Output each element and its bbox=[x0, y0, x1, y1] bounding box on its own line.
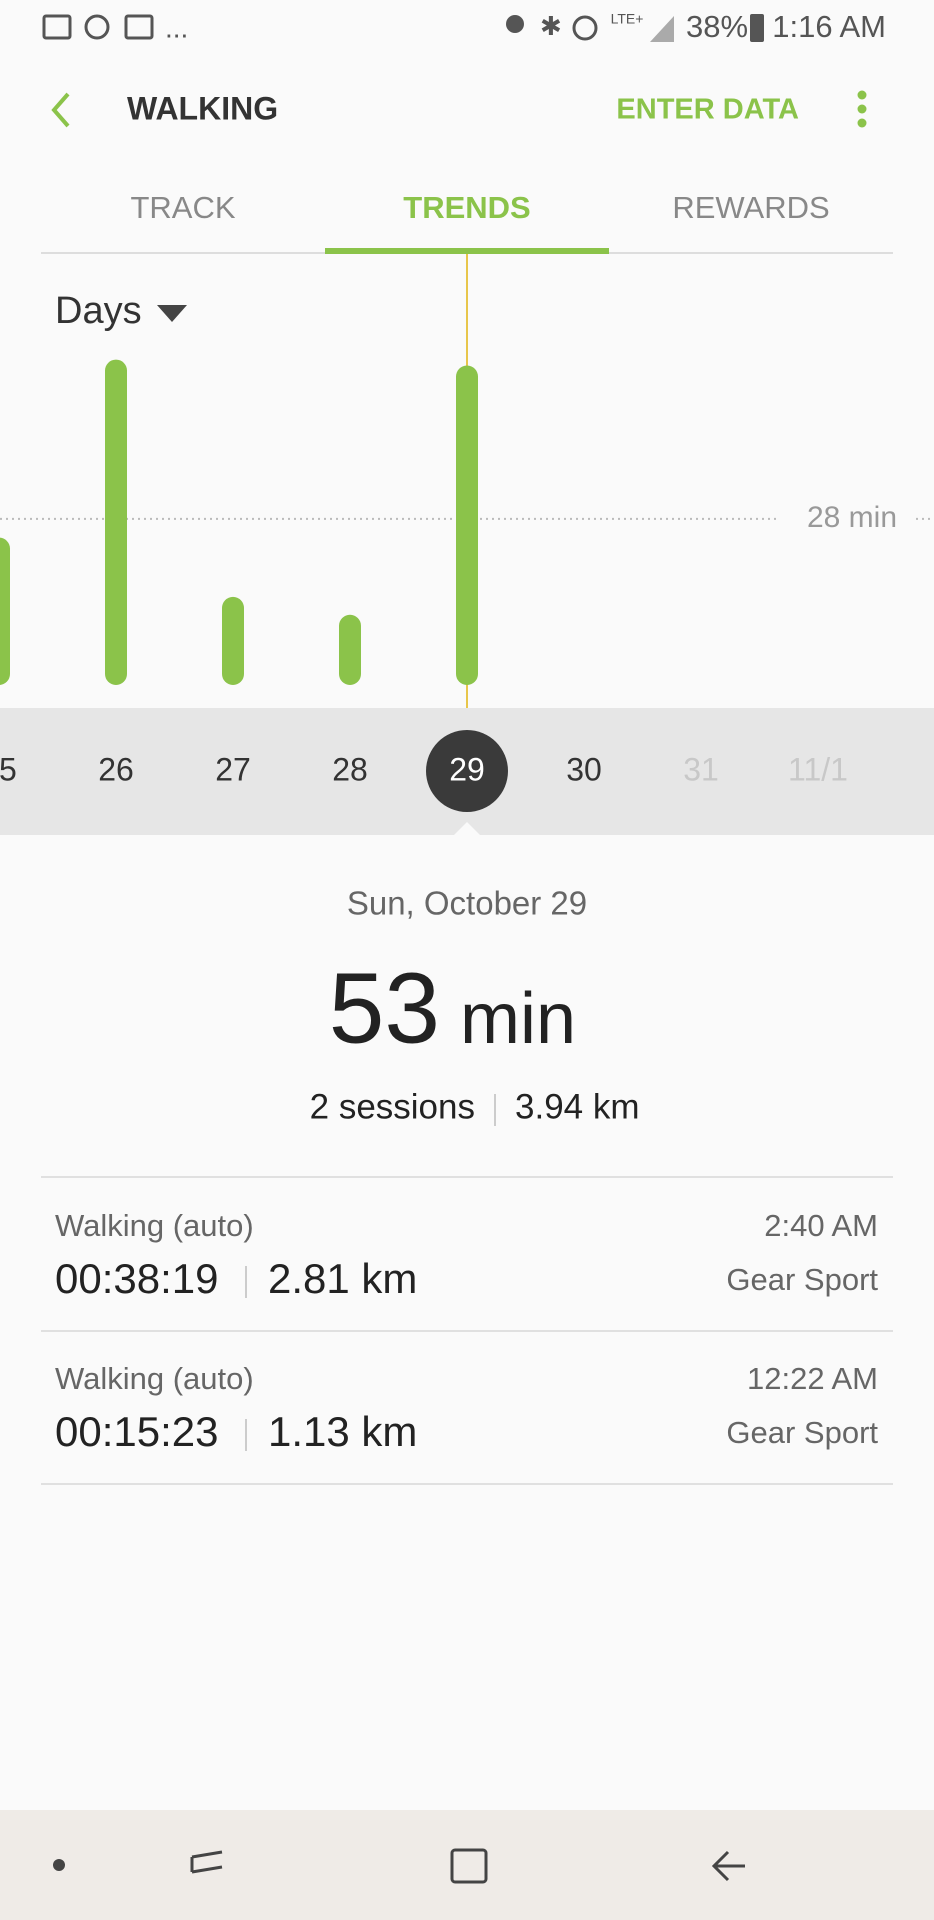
date-label[interactable]: 29 bbox=[449, 751, 485, 787]
clock: 1:16 AM bbox=[772, 9, 886, 44]
bar[interactable] bbox=[105, 359, 127, 685]
detail-date: Sun, October 29 bbox=[347, 885, 587, 922]
selected-date bbox=[426, 730, 508, 812]
app-icon bbox=[84, 14, 110, 40]
network-type: LTE+ bbox=[611, 11, 644, 27]
alarm-icon bbox=[572, 15, 598, 41]
record-time[interactable]: 2:40 AM bbox=[764, 1208, 878, 1243]
image-icon bbox=[124, 14, 154, 40]
selection-pointer bbox=[453, 822, 481, 836]
signal-icon bbox=[650, 16, 674, 42]
nav-dot[interactable] bbox=[53, 1859, 65, 1871]
enter-data-button[interactable]: ENTER DATA bbox=[616, 94, 799, 126]
date-label[interactable]: 25 bbox=[0, 751, 17, 787]
record-duration[interactable]: 00:15:23 bbox=[55, 1408, 219, 1455]
date-label[interactable]: 28 bbox=[332, 751, 368, 787]
detail-distance: 3.94 km bbox=[515, 1087, 640, 1126]
more-icon: ... bbox=[165, 12, 188, 43]
date-label[interactable]: 31 bbox=[683, 751, 719, 787]
tab[interactable]: REWARDS bbox=[672, 190, 829, 225]
more-options-button[interactable] bbox=[857, 90, 867, 128]
battery-icon bbox=[750, 14, 764, 42]
date-label[interactable]: 11/1 bbox=[788, 751, 848, 787]
record-duration[interactable]: 00:38:19 bbox=[55, 1255, 219, 1302]
bar[interactable] bbox=[456, 365, 478, 685]
record-distance[interactable]: 1.13 km bbox=[268, 1408, 417, 1455]
date-label[interactable]: 27 bbox=[215, 751, 251, 787]
reference-label: 28 min bbox=[807, 501, 897, 534]
dropdown-arrow[interactable] bbox=[157, 305, 187, 322]
bar[interactable] bbox=[0, 537, 10, 685]
back-button[interactable] bbox=[51, 92, 70, 128]
location-icon bbox=[506, 15, 524, 33]
navigation-bar bbox=[0, 1810, 934, 1920]
record-type[interactable]: Walking (auto) bbox=[55, 1208, 254, 1243]
bluetooth-icon: ✱ bbox=[540, 11, 562, 41]
record-distance[interactable]: 2.81 km bbox=[268, 1255, 417, 1302]
home-button[interactable] bbox=[450, 1848, 488, 1884]
detail-unit: min bbox=[460, 979, 576, 1059]
detail-sessions: 2 sessions bbox=[310, 1087, 475, 1126]
detail-duration: 53 bbox=[329, 952, 440, 1064]
tab-indicator bbox=[325, 248, 609, 254]
record-device[interactable]: Gear Sport bbox=[726, 1415, 878, 1450]
tab[interactable]: TRACK bbox=[130, 190, 235, 225]
date-label[interactable]: 30 bbox=[566, 751, 602, 787]
header-title: WALKING bbox=[127, 90, 278, 126]
tab[interactable]: TRENDS bbox=[403, 190, 530, 225]
battery-level: 38% bbox=[686, 9, 748, 44]
record-type[interactable]: Walking (auto) bbox=[55, 1361, 254, 1396]
date-label[interactable]: 26 bbox=[98, 751, 134, 787]
back-nav-button[interactable] bbox=[711, 1850, 745, 1882]
bar[interactable] bbox=[222, 596, 244, 685]
record-device[interactable]: Gear Sport bbox=[726, 1262, 878, 1297]
gallery-icon bbox=[42, 14, 72, 40]
period-selector[interactable]: Days bbox=[55, 290, 142, 332]
status-bar: ... ✱ LTE+ 38% 1:16 AM bbox=[42, 9, 886, 44]
recents-button[interactable] bbox=[190, 1850, 223, 1874]
record-time[interactable]: 12:22 AM bbox=[747, 1361, 878, 1396]
bar[interactable] bbox=[339, 614, 361, 685]
nav-background bbox=[0, 1810, 934, 1920]
